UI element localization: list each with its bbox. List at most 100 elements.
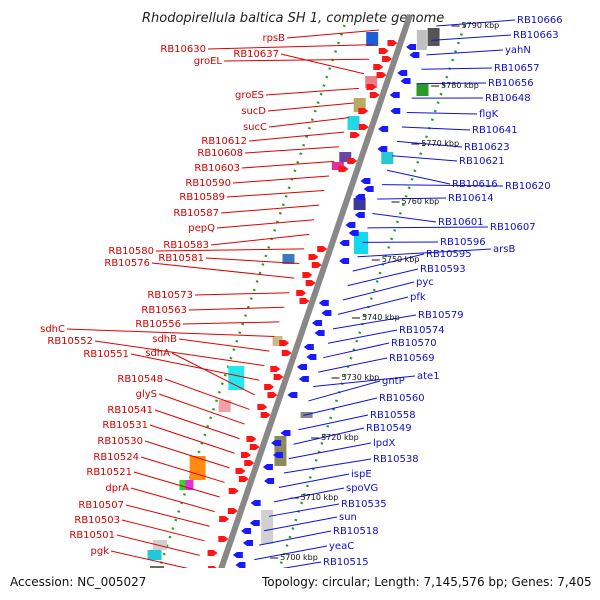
genome-axis bbox=[207, 14, 413, 600]
right-gene-label[interactable]: RB10648 bbox=[485, 93, 531, 104]
left-gene-label[interactable]: sucC bbox=[243, 122, 267, 133]
left-gene-label[interactable]: sdhB bbox=[152, 334, 177, 345]
right-gene-label[interactable]: pfk bbox=[410, 292, 426, 303]
left-connector-line bbox=[241, 160, 335, 169]
right-gene-label[interactable]: RB10560 bbox=[379, 393, 425, 404]
right-gene-label[interactable]: RB10657 bbox=[494, 63, 540, 74]
left-gene-label[interactable]: RB10563 bbox=[141, 305, 187, 316]
right-connector-line bbox=[298, 414, 369, 431]
left-gene-label[interactable]: pgk bbox=[91, 546, 110, 557]
left-gene-label[interactable]: sdhC bbox=[40, 324, 65, 335]
left-connector-line bbox=[130, 487, 215, 513]
left-gene-label[interactable]: RB10608 bbox=[197, 148, 243, 159]
right-connector-line bbox=[303, 397, 378, 416]
left-gene-label[interactable]: RB10580 bbox=[108, 246, 154, 257]
right-gene-label[interactable]: RB10614 bbox=[448, 193, 494, 204]
forward-arrow bbox=[387, 40, 398, 46]
right-gene-label[interactable]: RB10601 bbox=[438, 217, 484, 228]
right-connector-line bbox=[268, 503, 340, 517]
left-gene-label[interactable]: rpsB bbox=[262, 33, 285, 44]
left-gene-label[interactable]: sucD bbox=[241, 106, 266, 117]
left-connector-line bbox=[182, 321, 280, 325]
left-gene-label[interactable]: RB10637 bbox=[233, 49, 279, 60]
right-gene-label[interactable]: ispE bbox=[351, 469, 372, 480]
right-gene-label[interactable]: RB10656 bbox=[488, 78, 534, 89]
right-gene-label[interactable]: lpdX bbox=[373, 438, 395, 449]
left-gene-label[interactable]: RB10589 bbox=[179, 192, 225, 203]
forward-arrow bbox=[219, 516, 230, 522]
right-gene-label[interactable]: RB10623 bbox=[464, 142, 510, 153]
right-gene-label[interactable]: yahN bbox=[505, 45, 531, 56]
right-gene-label[interactable]: ate1 bbox=[417, 371, 440, 382]
left-gene-label[interactable]: RB10551 bbox=[83, 349, 129, 360]
left-gene-label[interactable]: RB10507 bbox=[78, 500, 124, 511]
left-gene-label[interactable]: RB10587 bbox=[173, 208, 219, 219]
left-gene-label[interactable]: RB10583 bbox=[163, 240, 209, 251]
forward-arrow bbox=[279, 340, 290, 346]
right-gene-label[interactable]: RB10558 bbox=[370, 410, 416, 421]
forward-arrow bbox=[264, 384, 275, 390]
right-gene-label[interactable]: RB10574 bbox=[399, 325, 445, 336]
feature-box bbox=[347, 116, 360, 130]
right-gene-label[interactable]: gntP bbox=[382, 376, 405, 387]
left-gene-label[interactable]: RB10573 bbox=[147, 290, 193, 301]
left-gene-label[interactable]: groEL bbox=[194, 56, 223, 67]
right-gene-label[interactable]: yeaC bbox=[329, 541, 354, 552]
left-gene-label[interactable]: RB10541 bbox=[107, 405, 153, 416]
left-gene-label[interactable]: RB10530 bbox=[97, 436, 143, 447]
left-gene-label[interactable]: RB10603 bbox=[194, 163, 240, 174]
right-gene-label[interactable]: RB10579 bbox=[418, 310, 464, 321]
right-gene-label[interactable]: pyc bbox=[416, 277, 434, 288]
left-gene-label[interactable]: RB10556 bbox=[135, 319, 181, 330]
left-gene-label[interactable]: RB10524 bbox=[93, 452, 139, 463]
right-gene-label[interactable]: RB10570 bbox=[391, 338, 437, 349]
left-gene-label[interactable]: glyS bbox=[136, 389, 157, 400]
left-gene-label[interactable]: RB10521 bbox=[86, 467, 132, 478]
left-gene-label[interactable]: RB10548 bbox=[117, 374, 163, 385]
kbp-tick-label: 5790 kbp bbox=[462, 21, 500, 30]
right-gene-label[interactable]: sun bbox=[339, 512, 357, 523]
kbp-tick-label: 5710 kbp bbox=[301, 493, 339, 502]
left-gene-label[interactable]: RB10581 bbox=[158, 253, 204, 264]
left-gene-label[interactable]: RB10612 bbox=[201, 136, 247, 147]
right-gene-label[interactable]: spoVG bbox=[346, 483, 378, 494]
left-gene-label[interactable]: dprA bbox=[105, 483, 129, 494]
left-connector-line bbox=[158, 393, 245, 425]
left-gene-label[interactable]: RB10552 bbox=[47, 336, 93, 347]
left-gene-label[interactable]: RB10503 bbox=[74, 515, 120, 526]
left-gene-label[interactable]: RB10590 bbox=[185, 178, 231, 189]
right-gene-label[interactable]: RB10549 bbox=[366, 423, 412, 434]
reverse-arrow bbox=[354, 194, 365, 200]
reverse-arrow bbox=[241, 528, 252, 534]
left-gene-label[interactable]: RB10630 bbox=[160, 44, 206, 55]
right-gene-label[interactable]: RB10596 bbox=[440, 237, 486, 248]
right-gene-label[interactable]: RB10663 bbox=[513, 30, 559, 41]
right-gene-label[interactable]: RB10641 bbox=[472, 125, 518, 136]
right-gene-label[interactable]: RB10620 bbox=[505, 181, 551, 192]
right-gene-label[interactable]: RB10535 bbox=[341, 499, 387, 510]
left-gene-label[interactable]: RB10531 bbox=[102, 420, 148, 431]
left-gene-label[interactable]: pepQ bbox=[188, 223, 215, 234]
right-gene-label[interactable]: RB10569 bbox=[389, 353, 435, 364]
forward-arrow bbox=[358, 108, 369, 114]
left-connector-line bbox=[171, 352, 255, 396]
right-gene-label[interactable]: RB10538 bbox=[373, 454, 419, 465]
left-connector-line bbox=[232, 175, 330, 184]
genome-title: Rhodopirellula baltica SH 1, complete ge… bbox=[142, 11, 444, 26]
right-gene-label[interactable]: RB10621 bbox=[459, 156, 505, 167]
right-gene-label[interactable]: RB10666 bbox=[517, 15, 563, 26]
right-gene-label[interactable]: RB10515 bbox=[323, 557, 369, 568]
right-gene-label[interactable]: RB10518 bbox=[333, 526, 379, 537]
left-gene-label[interactable]: groES bbox=[235, 90, 264, 101]
left-connector-line bbox=[223, 58, 369, 62]
right-gene-label[interactable]: flgK bbox=[479, 109, 499, 120]
right-gene-label[interactable]: RB10593 bbox=[420, 264, 466, 275]
right-gene-label[interactable]: RB10616 bbox=[452, 179, 498, 190]
left-gene-label[interactable]: RB10576 bbox=[104, 258, 150, 269]
left-gene-label[interactable]: RB10501 bbox=[69, 530, 115, 541]
right-gene-label[interactable]: arsB bbox=[493, 244, 515, 255]
right-gene-label[interactable]: RB10607 bbox=[490, 222, 536, 233]
right-gene-label[interactable]: RB10595 bbox=[426, 249, 472, 260]
left-gene-label[interactable]: sdhA bbox=[145, 348, 170, 359]
